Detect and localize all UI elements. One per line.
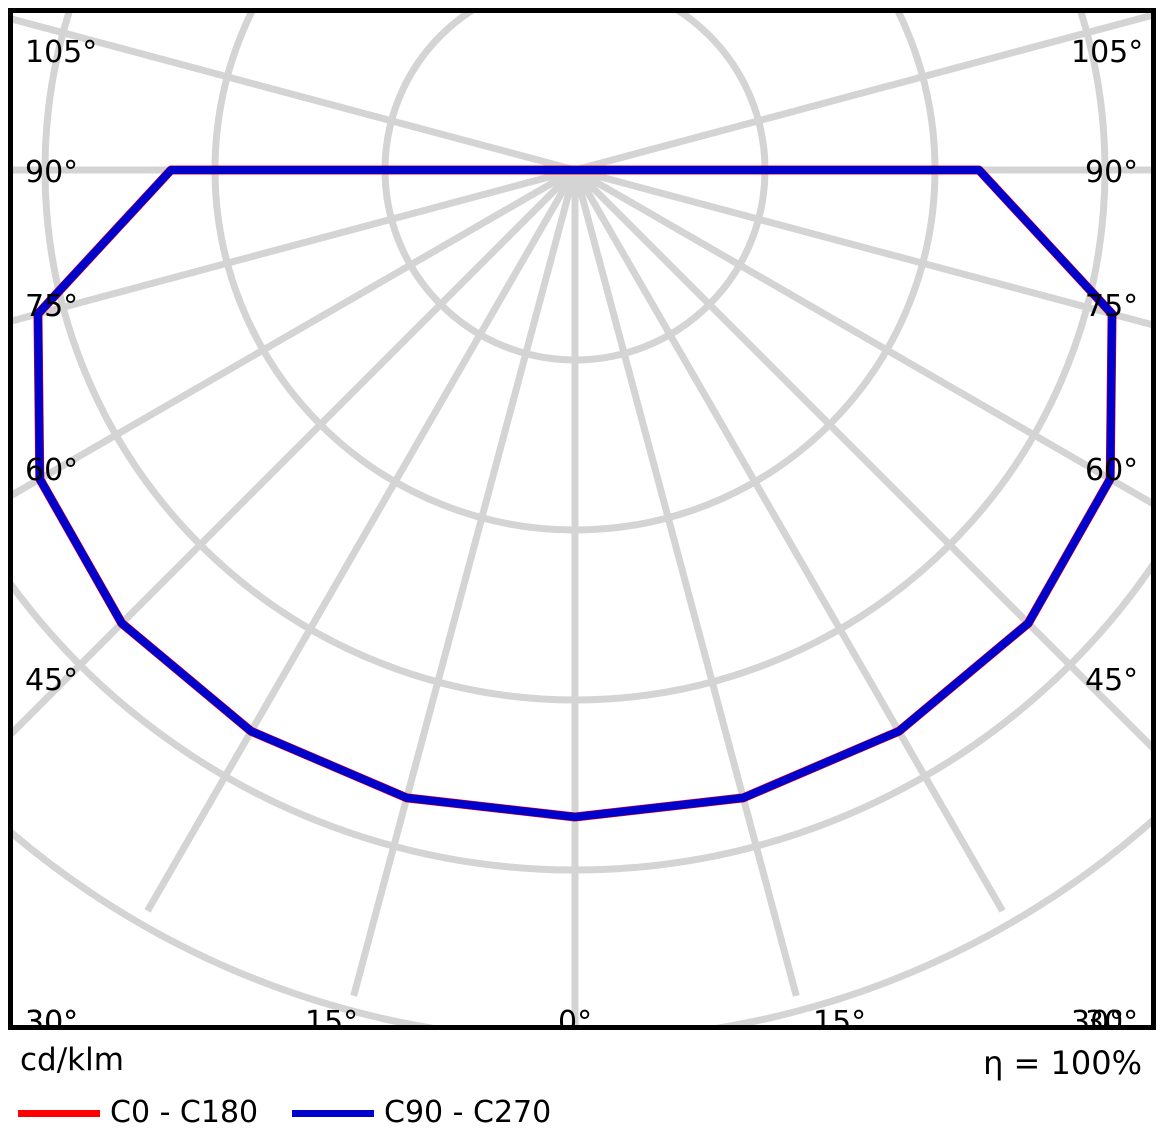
angle-label-bottom-15-left: 15° [305, 1005, 359, 1030]
angle-label-right-90: 90° [1085, 155, 1139, 190]
grid-spoke-l60 [13, 166, 577, 499]
angle-label-right-45: 45° [1085, 663, 1139, 698]
legend-label-c90-c270: C90 - C270 [384, 1095, 552, 1130]
grid-spoke-l15 [350, 169, 579, 997]
unit-label: cd/klm [20, 1042, 124, 1078]
grid-spoke-l45 [13, 167, 578, 737]
grid-spoke-r30 [571, 168, 1006, 913]
grid-spoke-l75 [13, 166, 576, 325]
grid-spoke-l30 [144, 168, 579, 913]
angle-label-right-105: 105° [1071, 35, 1144, 70]
grid-spokes [13, 13, 1151, 1025]
polar-plot-frame: 105° 90° 75° 60° 45° 30° 105° 90° 75° 60… [8, 8, 1156, 1030]
grid-spoke-l105 [13, 15, 576, 174]
series-layer [33, 165, 1117, 822]
grid-spoke-r15 [571, 169, 800, 997]
angle-label-bottom-0: 0° [558, 1005, 593, 1030]
angle-label-bottom-30-left: 30° [25, 1005, 79, 1030]
angle-label-left-105: 105° [25, 35, 98, 70]
angle-label-right-30: 30° [1085, 1005, 1139, 1030]
polar-chart-svg [13, 13, 1151, 1025]
efficiency-label: η = 100% [983, 1044, 1142, 1082]
angle-label-right-60: 60° [1085, 453, 1139, 488]
angle-label-left-45: 45° [25, 663, 79, 698]
angle-label-bottom-30-right: 30° [1071, 1005, 1125, 1030]
angle-label-left-60: 60° [25, 453, 79, 488]
grid-spoke-r75 [574, 166, 1151, 329]
angle-label-left-75: 75° [25, 289, 79, 324]
grid-spoke-r60 [573, 166, 1151, 507]
legend-swatch-c0-c180 [18, 1109, 100, 1117]
legend-label-c0-c180: C0 - C180 [110, 1095, 259, 1130]
angle-label-left-90: 90° [25, 155, 79, 190]
legend-area: cd/klm η = 100% C0 - C180 C90 - C270 [0, 1030, 1164, 1143]
grid-spoke-r45 [572, 167, 1151, 751]
legend-item-c0-c180: C0 - C180 [18, 1096, 258, 1130]
angle-label-left-30: 30° [25, 1005, 79, 1030]
legend-item-c90-c270: C90 - C270 [292, 1096, 551, 1130]
grid-spoke-r105 [574, 13, 1151, 174]
angle-label-bottom-15-right: 15° [813, 1005, 867, 1030]
legend-swatch-c90-c270 [292, 1109, 374, 1117]
grid-ring-4 [13, 561, 1151, 874]
series-curve-c90-c270 [33, 166, 1117, 821]
angle-label-right-75: 75° [1085, 289, 1139, 324]
